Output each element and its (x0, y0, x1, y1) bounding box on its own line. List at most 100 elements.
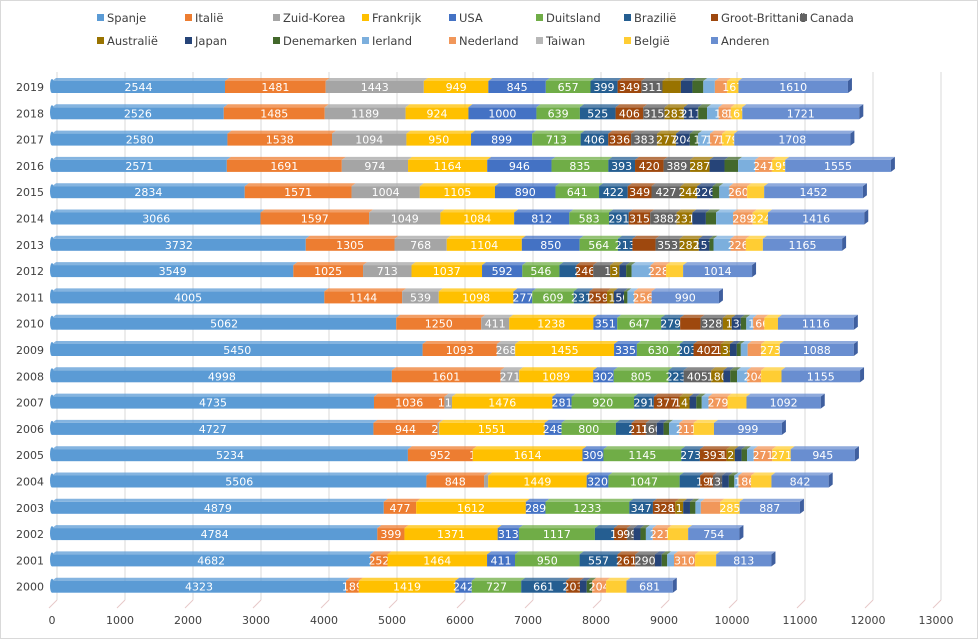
bar-segment (52, 130, 232, 146)
bar-segment-front (722, 317, 732, 330)
bar-end-cap (853, 314, 858, 330)
bar-start-cap (50, 394, 54, 409)
bar-segment (718, 104, 735, 120)
bar-segment-front (619, 265, 627, 278)
legend-item-itali-: Italië (185, 11, 223, 25)
data-label: 179 (718, 134, 739, 147)
data-label: 1093 (446, 344, 474, 357)
bar-segment (619, 262, 631, 278)
bar-segment-front (761, 344, 780, 356)
gridline-floor (320, 599, 330, 609)
bar-segment-top (521, 235, 584, 239)
bar-segment-front (679, 238, 699, 251)
legend-swatch (536, 14, 543, 21)
bar-segment (452, 393, 557, 409)
bar-segment (607, 288, 618, 304)
bar-segment (761, 341, 784, 356)
legend: Spanje Italië Zuid-Korea Frankrijk USA Duitsl… (0, 8, 978, 52)
bar-segment (402, 288, 443, 304)
bar-segment-top (738, 78, 852, 81)
bar-segment-top (688, 525, 744, 529)
data-label: 1047 (630, 476, 658, 489)
data-label: 223 (666, 370, 687, 383)
bar-segment-top (634, 393, 658, 397)
bar-segment (494, 183, 560, 199)
data-label: 231 (571, 291, 592, 304)
bar-segment-top (664, 104, 688, 108)
bar-segment-front (626, 528, 634, 541)
bar-segment (525, 498, 550, 514)
bar-segment-top (370, 551, 392, 555)
bar-segment-front (519, 370, 594, 383)
bar-segment-front (693, 422, 714, 435)
bar-segment-front (613, 528, 627, 541)
bar-segment-top (599, 183, 632, 187)
legend-label: Nederland (459, 34, 519, 48)
bar-segment (762, 235, 847, 251)
data-label: 388 (653, 213, 674, 226)
bar-segment (722, 472, 733, 488)
bar-segment-top (683, 498, 694, 502)
y-tick-label: 2004 (16, 476, 44, 489)
bar-segment (617, 235, 637, 251)
bar-segment-front (753, 317, 765, 330)
bar-segment-front (740, 344, 748, 356)
bar-segment (740, 341, 752, 356)
bar-segment-front (731, 317, 741, 330)
bar-segment (666, 262, 688, 278)
bar-segment (771, 472, 833, 488)
bar-segment (699, 446, 731, 462)
data-label: 177 (694, 134, 715, 147)
bar-segment-top (636, 341, 684, 344)
bar-segment (52, 78, 229, 93)
bar-segment-top (680, 78, 697, 81)
bar-segment-top (698, 235, 714, 239)
bar-segment-front (631, 265, 651, 278)
bar-segment-front (52, 528, 378, 541)
gridline-floor (116, 599, 126, 609)
bar-segment-front (708, 396, 728, 409)
bar-segment (419, 183, 499, 199)
bar-segment-top (785, 156, 895, 160)
bar-segment-front (730, 370, 738, 383)
bar-segment-top (394, 235, 451, 239)
bar-segment (514, 209, 574, 225)
bar-segment (711, 367, 728, 383)
bar-segment (734, 446, 746, 462)
bar-segment (747, 446, 758, 462)
bar-segment-front (592, 580, 607, 593)
bar-segment-front (755, 159, 772, 172)
bar-segment-top (654, 551, 666, 555)
bar-segment-top (626, 525, 638, 529)
bar-segment-front (680, 317, 701, 330)
bar-segment-top (651, 183, 685, 187)
bar-segment (634, 288, 656, 304)
bar-segment (712, 472, 727, 488)
bar-segment-top (561, 419, 620, 423)
bar-segment-top (761, 341, 784, 344)
bar-segment-top (406, 130, 476, 134)
bar-segment-top (488, 78, 550, 81)
bar-segment (593, 367, 618, 383)
y-tick-label: 2014 (16, 213, 44, 226)
legend-label: Brazilië (634, 11, 677, 25)
bar-segment-front (692, 212, 706, 225)
data-label: 924 (427, 107, 448, 120)
bar-segment (613, 288, 629, 304)
bar-segment (627, 288, 639, 304)
bar-segment-front (52, 501, 384, 514)
data-label: 1233 (573, 502, 601, 515)
bar-segment-top (752, 209, 772, 213)
bar-segment-top (586, 472, 613, 476)
data-label: 768 (410, 239, 431, 252)
data-label: 211 (681, 107, 702, 120)
bar-segment-top (714, 78, 732, 81)
bar-segment-front (724, 159, 739, 172)
bar-segment-front (293, 265, 364, 278)
bar-segment-front (532, 291, 574, 304)
bar-segment (667, 551, 678, 567)
bar-segment-top (755, 156, 776, 160)
bar-segment-top (52, 262, 298, 266)
bar-segment (471, 130, 537, 146)
bar-segment-front (579, 238, 618, 251)
